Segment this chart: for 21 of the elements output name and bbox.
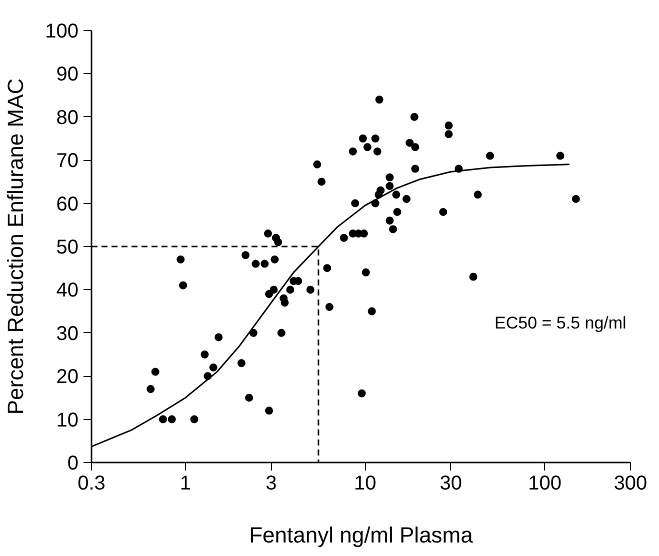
y-tick-label: 0 (67, 452, 78, 474)
x-tick-label: 10 (354, 472, 376, 494)
y-tick-label: 80 (56, 106, 79, 129)
x-tick-label: 0.3 (78, 472, 106, 494)
y-tick-label: 30 (56, 322, 79, 345)
y-tick-label: 50 (56, 236, 79, 258)
y-tick-label: 90 (56, 64, 79, 86)
y-tick-label: 60 (56, 193, 79, 216)
x-axis-title: Fentanyl ng/ml Plasma (249, 522, 474, 548)
x-tick-label: 1 (180, 472, 192, 494)
y-tick-label: 70 (56, 150, 79, 172)
x-tick-label: 100 (528, 472, 562, 494)
x-tick-label: 3 (266, 472, 277, 494)
y-tick-label: 20 (56, 366, 79, 388)
y-tick-label: 40 (56, 280, 79, 302)
x-tick-label: 300 (614, 472, 648, 494)
annotation: EC50 = 5.5 ng/ml (494, 314, 626, 332)
y-axis-title: Percent Reduction Enflurane MAC (3, 78, 28, 415)
x-tick-label: 30 (440, 472, 462, 494)
y-tick-label: 100 (45, 20, 79, 42)
y-tick-label: 10 (56, 409, 79, 432)
